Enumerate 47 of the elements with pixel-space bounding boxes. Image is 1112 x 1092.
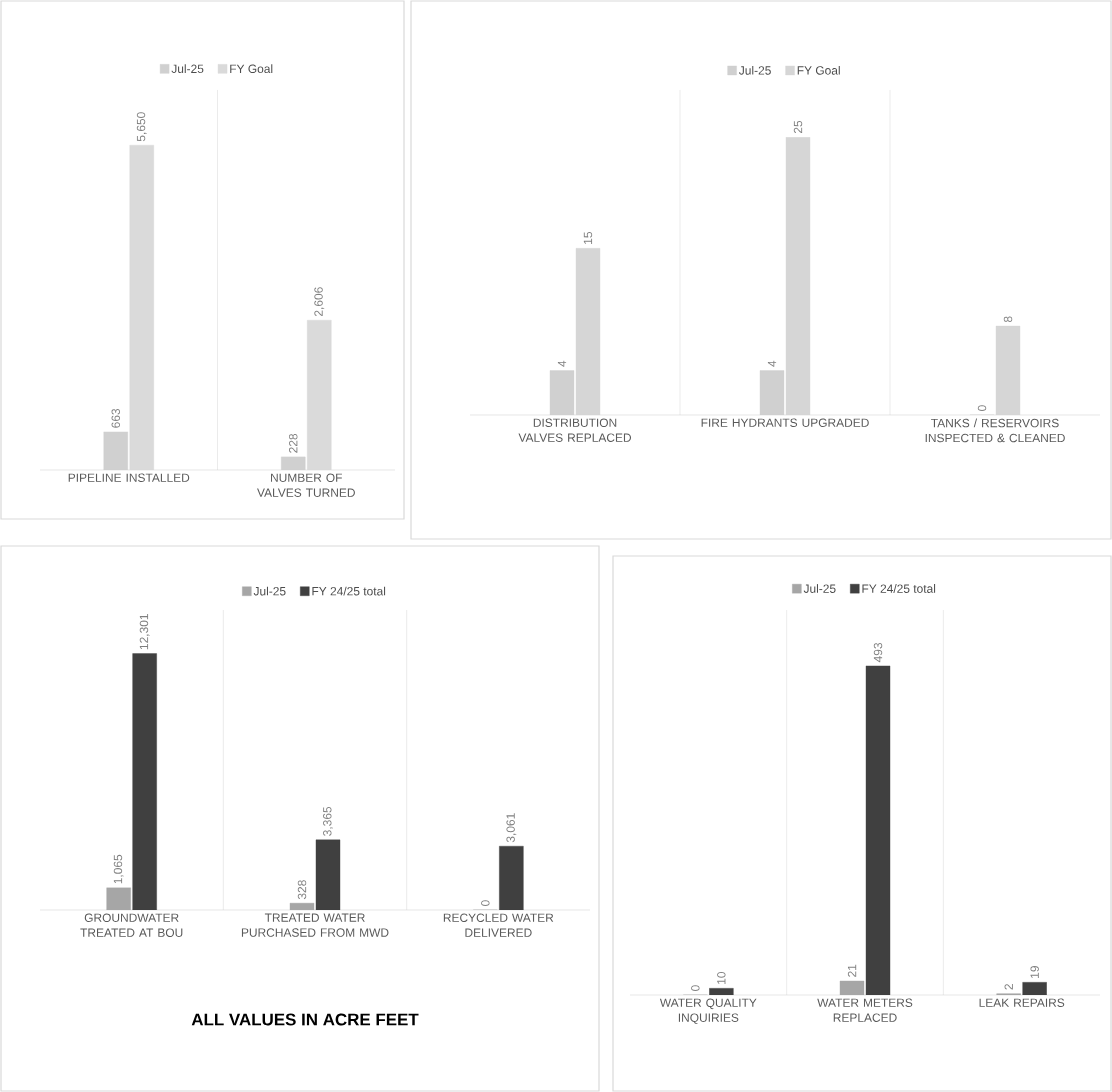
data-label: 10: [717, 971, 726, 984]
legend-label: FY Goal: [230, 64, 273, 74]
legend-label: Jul-25: [739, 65, 771, 75]
bar: [315, 839, 341, 910]
data-label: 19: [1030, 966, 1039, 978]
data-label: 5,650: [136, 112, 147, 142]
legend-label: Jul-25: [171, 64, 204, 74]
bar: [289, 902, 315, 910]
x-tick-label: DISTRIBUTION VALVES REPLACED: [518, 418, 632, 442]
data-label: 328: [297, 880, 307, 900]
x-tick-label: PIPELINE INSTALLED: [68, 473, 190, 482]
data-label: 663: [111, 408, 120, 428]
x-tick-label: TREATED WATER PURCHASED FROM MWD: [241, 913, 389, 937]
x-tick-label: WATER METERS REPLACED: [817, 998, 913, 1022]
data-label: 21: [847, 964, 857, 977]
data-label: 493: [873, 642, 883, 663]
text: ALL VALUES IN ACRE FEET: [191, 1013, 419, 1026]
x-tick-label: FIRE HYDRANTS UPGRADED: [701, 418, 869, 427]
x-tick-label: LEAK REPAIRS: [979, 998, 1065, 1007]
x-tick-label: NUMBER OF VALVES TURNED: [257, 473, 355, 497]
data-label: 3,365: [323, 806, 333, 836]
data-label: 8: [1003, 316, 1013, 323]
data-label: 15: [583, 232, 593, 244]
data-label: 2,606: [314, 287, 325, 317]
data-label: 25: [793, 120, 803, 134]
data-label: 0: [691, 985, 700, 992]
data-label: 4: [557, 360, 567, 367]
bar: [132, 653, 157, 910]
data-label: 228: [289, 433, 298, 453]
legend-label: FY 24/25 total: [312, 586, 386, 596]
x-tick-label: GROUNDWATER TREATED AT BOU: [80, 913, 183, 937]
data-label: 0: [977, 405, 987, 411]
x-tick-label: RECYCLED WATER DELIVERED: [443, 913, 554, 937]
bar: [499, 845, 524, 910]
bar: [106, 887, 131, 910]
legend-label: FY 24/25 total: [862, 584, 936, 593]
data-label: 12,301: [139, 614, 150, 650]
data-label: 4: [767, 360, 777, 367]
data-label: 3,061: [506, 813, 517, 843]
legend-label: FY Goal: [797, 65, 840, 75]
x-tick-label: TANKS / RESERVOIRS INSPECTED & CLEANED: [925, 418, 1065, 443]
data-label: 1,065: [113, 854, 124, 884]
legend-label: Jul-25: [803, 584, 836, 593]
legend-label: Jul-25: [253, 586, 286, 596]
data-label: 2: [1004, 984, 1013, 990]
x-tick-label: WATER QUALITY INQUIRIES: [659, 998, 757, 1025]
data-label: 0: [481, 900, 490, 907]
